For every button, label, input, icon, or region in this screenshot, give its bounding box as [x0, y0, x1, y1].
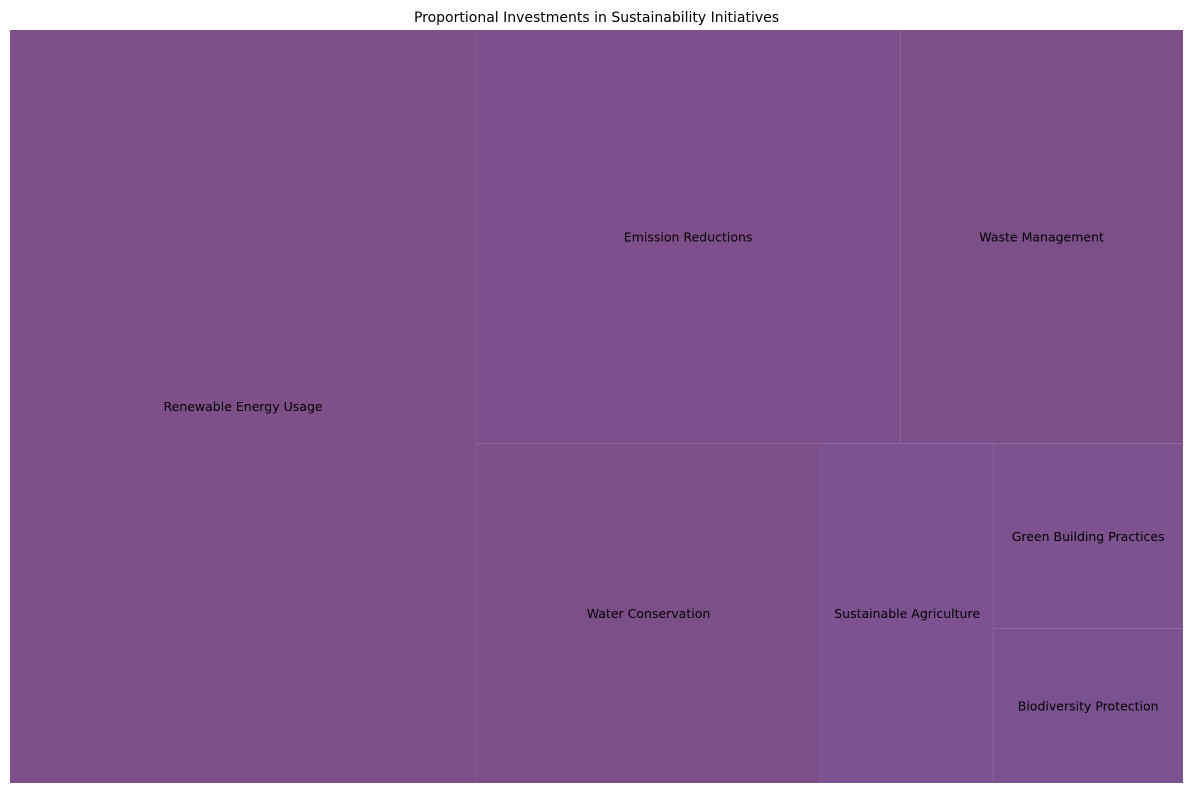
tile-sustainable-agriculture — [820, 443, 994, 783]
tile-label-emission-reductions: Emission Reductions — [624, 229, 753, 244]
treemap-tiles — [10, 30, 1183, 783]
tile-label-waste-management: Waste Management — [979, 229, 1104, 244]
tile-label-sustainable-agriculture: Sustainable Agriculture — [834, 606, 980, 621]
tile-green-building-practices — [993, 443, 1183, 629]
tile-label-green-building-practices: Green Building Practices — [1012, 529, 1165, 544]
tile-renewable-energy-usage — [10, 30, 477, 783]
tile-emission-reductions — [476, 30, 901, 444]
tile-biodiversity-protection — [993, 628, 1183, 783]
tile-label-renewable-energy-usage: Renewable Energy Usage — [164, 399, 323, 414]
chart-title: Proportional Investments in Sustainabili… — [414, 10, 779, 26]
tile-label-water-conservation: Water Conservation — [587, 606, 711, 621]
tile-waste-management — [900, 30, 1183, 444]
tile-label-biodiversity-protection: Biodiversity Protection — [1018, 698, 1159, 713]
tile-water-conservation — [476, 443, 821, 783]
treemap-labels: Renewable Energy Usage Emission Reduction… — [164, 229, 1165, 713]
